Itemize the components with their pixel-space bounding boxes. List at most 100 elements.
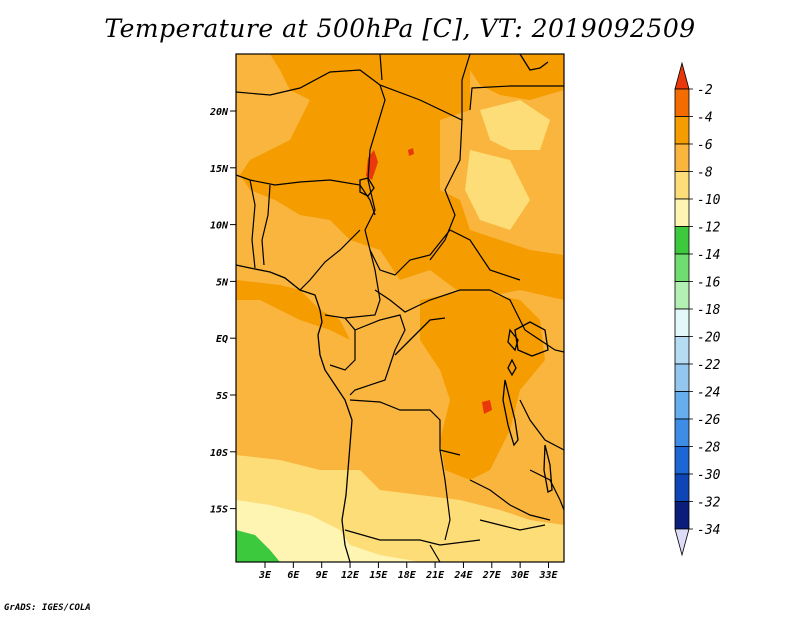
lat-label: 10S: [210, 448, 228, 459]
lon-label: 21E: [425, 570, 445, 581]
colorbar-label: -30: [697, 468, 721, 483]
border-drc-sudan: [489, 289, 526, 331]
border-botswana: [429, 544, 441, 563]
lon-label: 33E: [538, 570, 558, 581]
border-zimbabwe: [479, 519, 546, 531]
west-africa-coast: [235, 264, 353, 563]
colorbar-label: -16: [697, 276, 721, 291]
border-egypt-sudan: [469, 85, 564, 111]
lat-label: 20N: [209, 107, 229, 118]
colorbar-box: [674, 198, 690, 227]
border-sudan-chad: [429, 119, 463, 261]
colorbar-box: [674, 501, 690, 530]
border-togo: [249, 179, 256, 269]
colorbar: -2 -4 -6 -8 -10 -12 -14 -16 -18 -20 -22 -24 -26 -28 -3…: [674, 61, 721, 557]
colorbar-box: [674, 281, 690, 310]
colorbar-box: [674, 143, 690, 172]
border-chad-sudan: [379, 53, 383, 81]
border-car-south: [374, 289, 490, 313]
border-congo: [349, 314, 406, 396]
colorbar-label: -4: [697, 111, 713, 126]
colorbar-box: [674, 418, 690, 447]
lake-kivu: [507, 358, 517, 377]
lat-label: EQ: [216, 334, 228, 345]
colorbar-label: -12: [697, 221, 721, 236]
lat-label: 15S: [210, 505, 228, 516]
colorbar-label: -8: [697, 166, 713, 181]
colorbar-top-triangle: [674, 61, 690, 90]
latitude-axis: 20N 15N 10N 5N EQ 5S 10S 15S: [209, 107, 236, 516]
colorbar-bottom-triangle: [674, 528, 690, 557]
border-tanzania: [519, 399, 565, 451]
colorbar-label: -32: [697, 496, 721, 511]
field-warm-central: [420, 290, 545, 480]
lake-chad: [359, 177, 375, 197]
coastlines: [235, 53, 553, 563]
lat-label: 15N: [210, 164, 229, 175]
lon-label: 15E: [369, 570, 388, 581]
border-gabon: [324, 314, 356, 371]
colorbar-box: [674, 446, 690, 475]
lat-label: 10N: [210, 221, 229, 232]
lon-label: 12E: [341, 570, 360, 581]
field-cool-ne: [480, 100, 550, 150]
colorbar-box: [674, 473, 690, 502]
colorbar-box: [674, 363, 690, 392]
colorbar-box: [674, 171, 690, 200]
colorbar-label: -10: [697, 193, 721, 208]
border-car-north: [369, 229, 521, 281]
border-zambia-east: [469, 479, 551, 521]
field-cool-east: [465, 150, 530, 230]
field-hot-spot: [408, 148, 414, 156]
border-angola-zambia: [439, 449, 451, 541]
lon-label: 27E: [482, 570, 502, 581]
border-angola-namibia: [344, 529, 481, 546]
border-benin: [261, 184, 271, 266]
colorbar-label: -28: [697, 441, 721, 456]
border-nigeria-north: [235, 174, 376, 216]
lon-label: 24E: [453, 570, 473, 581]
colorbar-label: -26: [697, 413, 721, 428]
lake-tanganyika: [502, 379, 519, 447]
colorbar-box: [674, 253, 690, 282]
lake-malawi: [543, 444, 553, 493]
field-hot-congo: [482, 400, 492, 414]
colorbar-box: [674, 88, 690, 117]
colorbar-box: [674, 308, 690, 337]
grads-credit: GrADS: IGES/COLA: [4, 603, 91, 613]
nile-river: [519, 53, 549, 71]
colorbar-box: [674, 116, 690, 145]
lat-label: 5S: [216, 391, 228, 402]
lake-victoria: [514, 321, 549, 357]
border-nigeria-cameroon: [299, 229, 361, 291]
colorbar-label: -2: [697, 83, 713, 98]
colorbar-label: -22: [697, 358, 721, 373]
field-green-corner: [236, 530, 280, 562]
border-cameroon-east: [344, 229, 381, 319]
field-warm-north: [240, 54, 564, 300]
longitude-axis: 3E 6E 9E 12E 15E 18E 21E 24E 27E 30E 33E: [258, 562, 559, 581]
field-warm-ne: [470, 54, 564, 100]
colorbar-box: [674, 226, 690, 255]
lon-label: 9E: [316, 570, 329, 581]
lat-label: 5N: [216, 277, 229, 288]
colorbar-box: [674, 391, 690, 420]
map-frame: [235, 53, 565, 563]
colorbar-label: -34: [697, 523, 720, 538]
colorbar-label: -24: [697, 386, 720, 401]
lon-label: 18E: [398, 570, 417, 581]
lake-albert: [507, 328, 519, 352]
colorbar-label: -20: [697, 331, 721, 346]
lon-label: 30E: [510, 570, 530, 581]
colorbar-box: [674, 336, 690, 365]
map-title: Temperature at 500hPa [C], VT: 201909250…: [104, 14, 696, 43]
field-cold-south: [236, 500, 420, 562]
congo-river: [394, 317, 446, 356]
country-borders: [235, 53, 565, 563]
lon-label: 6E: [287, 570, 300, 581]
lon-label: 3E: [258, 570, 272, 581]
colorbar-label: -6: [697, 138, 713, 153]
colorbar-label: -18: [697, 303, 721, 318]
colorbar-label: -14: [697, 248, 720, 263]
